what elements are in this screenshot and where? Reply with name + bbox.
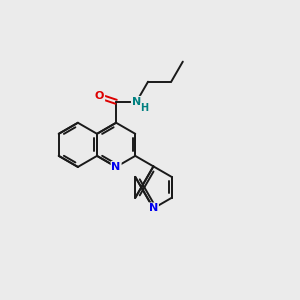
- Text: H: H: [141, 103, 149, 113]
- Text: N: N: [149, 203, 158, 213]
- Text: O: O: [95, 91, 104, 101]
- Text: N: N: [132, 97, 141, 107]
- Text: N: N: [112, 162, 121, 172]
